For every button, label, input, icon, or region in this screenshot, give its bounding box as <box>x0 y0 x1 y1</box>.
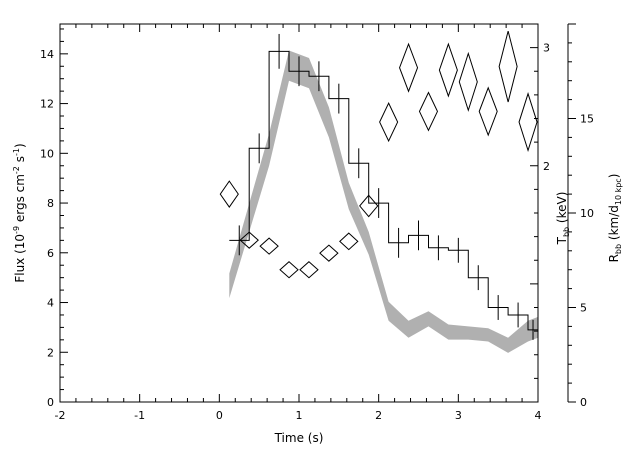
temperature-point <box>438 42 458 98</box>
x-tick-label: 1 <box>296 409 303 422</box>
radius-band-layer <box>229 50 539 353</box>
temperature-point <box>359 194 379 218</box>
temperature-point <box>219 180 239 208</box>
flux-tick-label: 8 <box>47 197 54 210</box>
temperature-diamonds-layer <box>219 30 538 279</box>
temperature-point <box>279 261 299 279</box>
temperature-point <box>379 101 399 143</box>
flux-tick-label: 12 <box>40 98 54 111</box>
radius-tick-label: 15 <box>580 113 594 126</box>
temperature-point <box>518 92 538 153</box>
temperature-point <box>418 91 439 132</box>
x-tick-label: 2 <box>375 409 382 422</box>
temperature-ticks: 23 <box>530 23 550 403</box>
temperature-point <box>399 42 419 93</box>
flux-tick-label: 6 <box>47 247 54 260</box>
x-axis-label: Time (s) <box>274 431 324 445</box>
radius-ticks: 0 5 10 15 <box>568 23 594 409</box>
flux-ticks: 0 2 4 6 8 10 12 14 <box>40 28 68 409</box>
temperature-point <box>498 30 518 103</box>
radius-tick-label: 10 <box>580 207 594 220</box>
x-ticks: -2 -1 0 1 2 3 4 <box>55 24 542 422</box>
flux-tick-label: 4 <box>47 297 54 310</box>
temperature-point <box>239 231 259 249</box>
flux-tick-label: 10 <box>40 147 54 160</box>
radius-band <box>229 50 539 353</box>
flux-histogram-step <box>229 50 538 331</box>
x-tick-label: 0 <box>216 409 223 422</box>
x-tick-label: 4 <box>535 409 542 422</box>
x-tick-label: 3 <box>455 409 462 422</box>
x-tick-label: -1 <box>134 409 145 422</box>
temperature-point <box>458 51 478 112</box>
temperature-point <box>478 86 498 137</box>
radius-axis-label: Rbb (km/d10 kpc) <box>607 174 623 263</box>
radius-tick-label: 0 <box>580 396 587 409</box>
temperature-point <box>299 261 319 279</box>
temperature-point <box>259 237 279 255</box>
flux-tick-label: 14 <box>40 48 54 61</box>
flux-tick-label: 2 <box>47 346 54 359</box>
temperature-tick-label: 3 <box>543 42 550 55</box>
flux-axis-label: Flux (10-9 ergs cm-2 s-1) <box>12 143 27 282</box>
radius-tick-label: 5 <box>580 302 587 315</box>
flux-histogram-layer <box>229 33 538 340</box>
temperature-point <box>339 232 359 251</box>
flux-tick-label: 0 <box>47 396 54 409</box>
temperature-point <box>319 244 339 262</box>
x-tick-label: -2 <box>55 409 66 422</box>
temperature-tick-label: 2 <box>543 160 550 173</box>
temperature-axis-label: Tbb (keV) <box>555 192 571 246</box>
